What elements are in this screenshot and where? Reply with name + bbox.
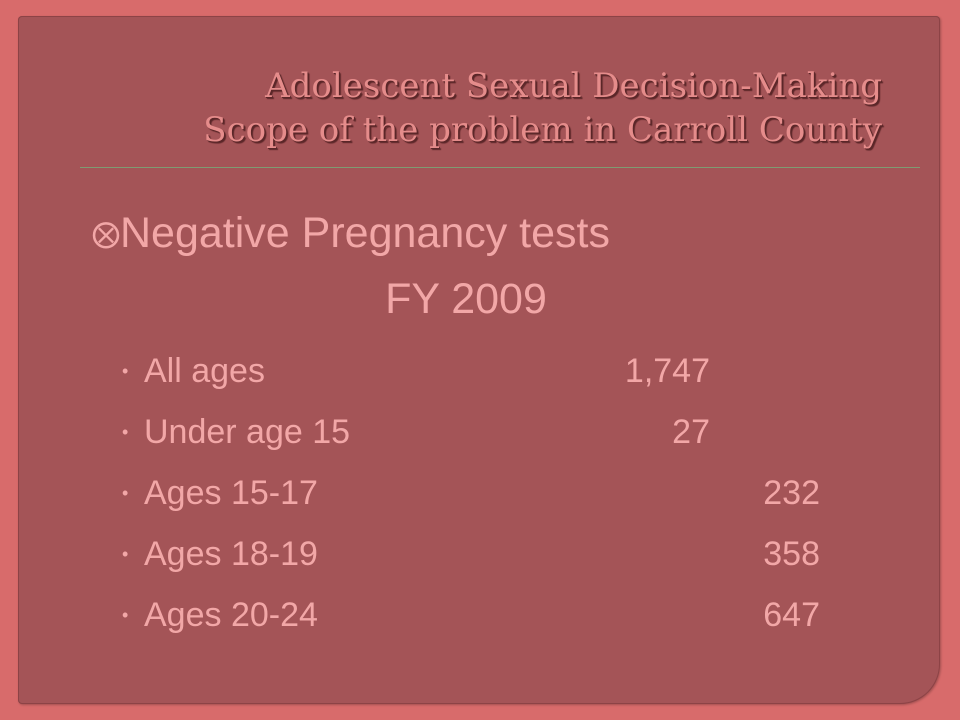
bullet-icon: •: [122, 483, 129, 503]
item-value: 647: [763, 596, 820, 634]
item-label: Ages 18-19: [144, 535, 318, 573]
slide-frame: Adolescent Sexual Decision-Making Scope …: [18, 16, 940, 704]
heading-subtitle: FY 2009: [385, 275, 547, 323]
item-value: 1,747: [624, 352, 710, 390]
item-label: Ages 20-24: [144, 596, 318, 634]
item-value: 358: [763, 535, 820, 573]
title-divider: [80, 167, 920, 168]
bullet-icon: •: [122, 361, 129, 381]
bullet-icon: •: [122, 605, 129, 625]
slide-title: Adolescent Sexual Decision-Making Scope …: [203, 64, 882, 152]
item-label: Ages 15-17: [144, 474, 318, 512]
section-heading: ⨂Negative Pregnancy tests: [92, 208, 610, 259]
bullet-icon: •: [122, 422, 129, 442]
title-line-2: Scope of the problem in Carroll County: [203, 110, 882, 150]
item-value: 27: [672, 413, 710, 451]
heading-text: Negative Pregnancy tests: [120, 209, 610, 257]
item-label: All ages: [144, 352, 265, 390]
circled-cross-bullet-icon: ⨂: [92, 218, 120, 249]
item-value: 232: [763, 474, 820, 512]
title-line-1: Adolescent Sexual Decision-Making: [265, 66, 882, 106]
item-label: Under age 15: [144, 413, 351, 451]
bullet-icon: •: [122, 544, 129, 564]
